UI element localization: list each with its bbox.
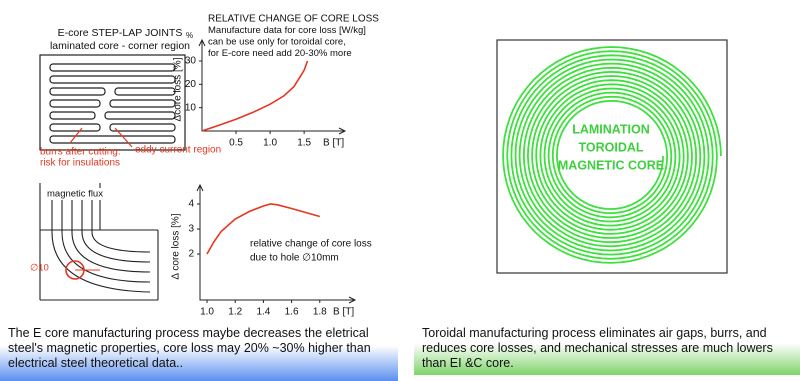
y-tick-label: 3 xyxy=(188,224,194,235)
curve xyxy=(206,203,321,255)
x-tick-label: 1.4 xyxy=(256,307,270,318)
axis-arrow xyxy=(196,183,357,304)
y-tick-label: 20 xyxy=(185,79,197,90)
y-tick-label: 4 xyxy=(188,199,194,210)
core-label-line: MAGNETIC CORE xyxy=(558,158,664,172)
axes xyxy=(199,185,355,301)
y-tick-label: 30 xyxy=(185,56,197,67)
annotation: ∅10 xyxy=(30,263,49,274)
y-tick-label: 2 xyxy=(188,249,194,260)
chart-title-line: for E-core need add 20-30% more xyxy=(208,48,352,59)
chart-title-line: Manufacture data for core loss [W/kg] xyxy=(208,25,366,36)
annotation: magnetic flux xyxy=(47,189,103,200)
x-tick-label: 1.0 xyxy=(200,307,214,318)
x-tick-label: 1.2 xyxy=(228,307,242,318)
x-axis-label: B [T] xyxy=(333,307,354,318)
diagram-subtitle: laminated core - corner region xyxy=(50,40,190,52)
x-tick-label: 1.6 xyxy=(285,307,299,318)
chart-title-line: RELATIVE CHANGE OF CORE LOSS xyxy=(208,14,379,25)
x-tick-label: 0.5 xyxy=(229,138,243,149)
chart-annotation: due to hole ∅10mm xyxy=(250,253,339,264)
curve xyxy=(201,60,309,132)
annotation: eddy current region xyxy=(135,145,221,156)
annotation: burrs after cutting: xyxy=(40,147,121,158)
annotation: risk for insulations xyxy=(40,158,120,169)
left-caption: The E core manufacturing process maybe d… xyxy=(0,322,398,381)
x-tick-label: 1.5 xyxy=(297,138,311,149)
chart-annotation: relative change of core loss xyxy=(250,239,372,250)
core-label-line: TOROIDAL xyxy=(578,140,643,154)
right-caption: Toroidal manufacturing process eliminate… xyxy=(414,322,800,375)
diagram-title: E-core STEP-LAP JOINTS xyxy=(58,27,183,39)
y-axis-label: Δcore loss [%] xyxy=(173,57,184,121)
x-axis-label: B [T] xyxy=(323,138,344,149)
label-bg xyxy=(44,188,104,200)
pointer-lines xyxy=(69,127,133,148)
core-label-line: LAMINATION xyxy=(572,122,650,136)
core-label: LAMINATION TOROIDAL MAGNETIC CORE xyxy=(558,122,664,172)
x-tick-label: 1.0 xyxy=(263,138,277,149)
axis-arrow xyxy=(198,38,347,135)
x-tick-label: 1.8 xyxy=(313,307,327,318)
chart-core-loss: 0.5 1.0 1.5 10 20 30 B [T] Δcore loss [%] RELATI… xyxy=(173,14,380,149)
y-unit: % xyxy=(186,31,193,40)
toroid-spiral xyxy=(502,46,722,264)
chart-hole-loss: 1.0 1.2 1.4 1.6 1.8 2 3 4 B [T] Δ core loss [%] re… xyxy=(171,183,372,318)
y-axis-label: Δ core loss [%] xyxy=(171,213,182,279)
chart-title-line: can be use only for toroidal core, xyxy=(208,37,346,48)
y-tick-label: 10 xyxy=(185,102,197,113)
lamination-stack xyxy=(39,54,186,151)
flux-diagram xyxy=(39,183,159,301)
